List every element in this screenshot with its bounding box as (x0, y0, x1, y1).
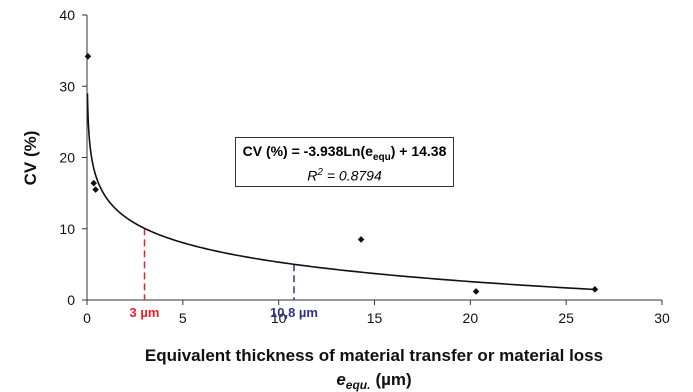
x-tick-label: 30 (654, 310, 670, 326)
y-axis-title: CV (%) (21, 131, 40, 186)
y-tick-label: 40 (59, 7, 75, 23)
x-axis-title: Equivalent thickness of material transfe… (145, 346, 603, 365)
y-ticks: 0 10 20 30 40 (59, 7, 87, 308)
equation-suffix: ) + 14.38 (390, 143, 447, 159)
x-ticks: 0 5 10 15 20 25 30 (83, 300, 670, 326)
equation-prefix: CV (%) = -3.938Ln(e (242, 143, 373, 159)
x-tick-label: 20 (463, 310, 479, 326)
fit-equation: CV (%) = -3.938Ln(eequ) + 14.38 (236, 143, 453, 163)
x-axis-title-sub: equ. (346, 378, 371, 392)
data-point (84, 53, 92, 60)
r2-value: = 0.8794 (322, 167, 382, 184)
x-axis-title-line2: eequ. (µm) (336, 370, 411, 392)
data-points (84, 53, 599, 295)
data-point (357, 236, 365, 243)
x-tick-label: 0 (83, 310, 91, 326)
y-tick-label: 20 (59, 150, 75, 166)
data-point (90, 179, 98, 187)
x-axis-title-unit: (µm) (375, 370, 411, 389)
y-tick-label: 10 (59, 221, 75, 237)
annotation-label: 10,8 µm (270, 305, 318, 320)
equation-subscript: equ (372, 151, 391, 163)
y-tick-label: 30 (59, 78, 75, 94)
x-tick-label: 15 (367, 310, 383, 326)
annotation-label: 3 µm (130, 305, 160, 320)
x-tick-label: 5 (179, 310, 187, 326)
fit-curve (86, 93, 595, 291)
y-tick-label: 0 (67, 292, 75, 308)
x-tick-label: 25 (558, 310, 574, 326)
x-tick-label: 10 (271, 310, 287, 326)
r2-label: R (307, 167, 318, 184)
data-point (591, 286, 599, 293)
annotations: 3 µm 10,8 µm (130, 228, 318, 320)
x-axis-title-var: e (336, 370, 345, 389)
equation-box: CV (%) = -3.938Ln(eequ) + 14.38 R2 = 0.8… (235, 137, 454, 187)
data-point (472, 288, 480, 295)
r-squared: R2 = 0.8794 (236, 167, 453, 184)
r2-superscript: 2 (317, 166, 323, 178)
data-point (92, 186, 99, 193)
